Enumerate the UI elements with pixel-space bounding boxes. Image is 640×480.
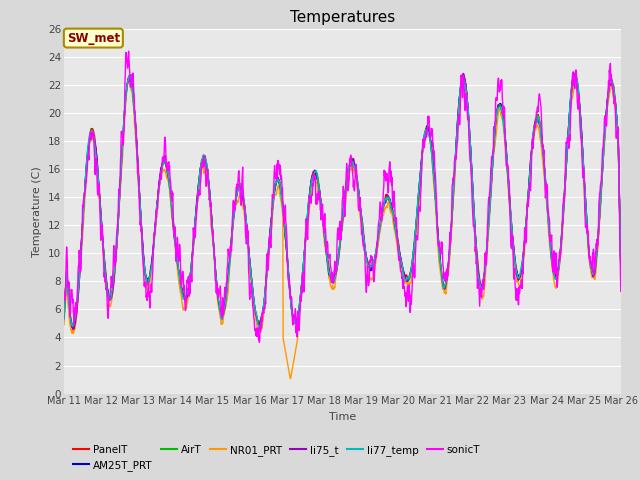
Legend: PanelT, AM25T_PRT, AirT, NR01_PRT, li75_t, li77_temp, sonicT: PanelT, AM25T_PRT, AirT, NR01_PRT, li75_… [69,441,484,475]
X-axis label: Time: Time [329,412,356,422]
Text: SW_met: SW_met [67,32,120,45]
Y-axis label: Temperature (C): Temperature (C) [33,166,42,257]
Title: Temperatures: Temperatures [290,10,395,25]
